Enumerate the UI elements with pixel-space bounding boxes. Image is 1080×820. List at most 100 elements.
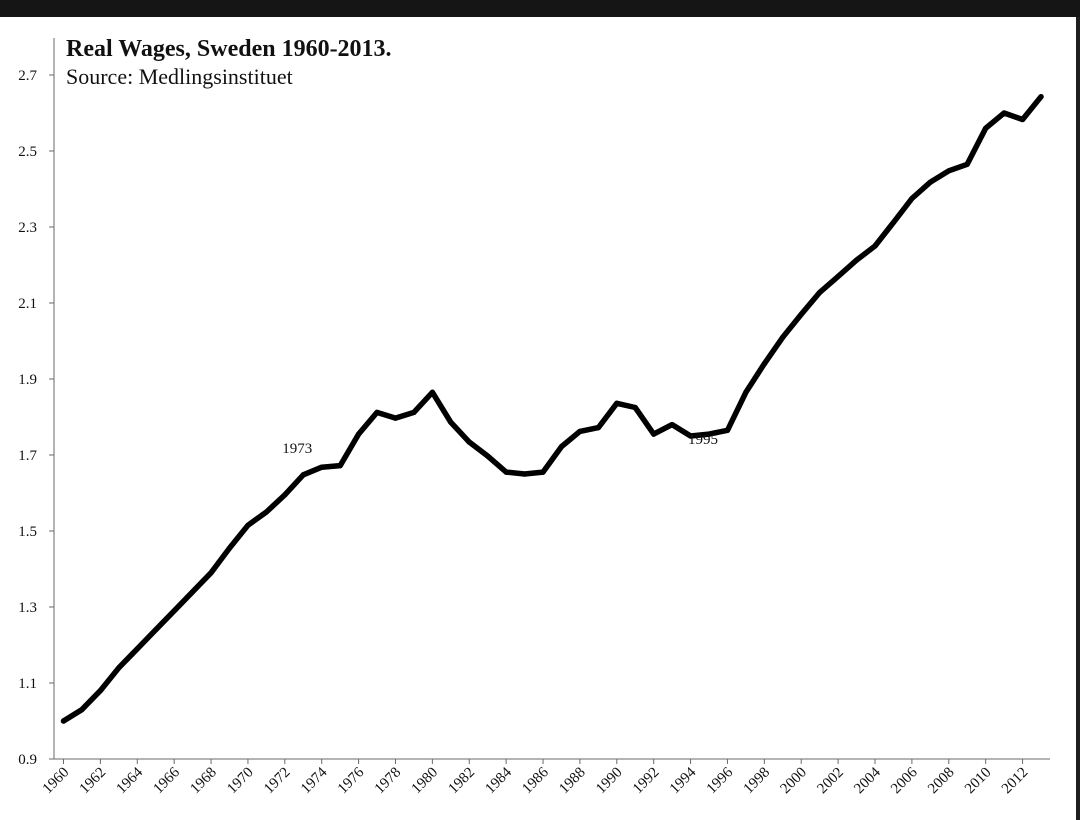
data-point xyxy=(872,243,878,249)
title-block: Real Wages, Sweden 1960-2013. Source: Me… xyxy=(66,36,392,89)
x-tick-label: 1988 xyxy=(556,765,589,798)
x-tick-label: 1974 xyxy=(298,764,331,797)
data-point xyxy=(706,431,712,437)
data-point xyxy=(854,257,860,263)
y-tick-label: 1.5 xyxy=(18,524,37,540)
data-point xyxy=(688,433,694,439)
data-point xyxy=(614,400,620,406)
annotations: 1973 1995 xyxy=(282,432,718,457)
data-point xyxy=(226,545,233,551)
data-point xyxy=(632,404,638,411)
data-point xyxy=(761,361,767,367)
data-point xyxy=(356,431,362,437)
data-point xyxy=(392,415,399,421)
window-top-bar xyxy=(0,0,1080,17)
x-tick-label: 1976 xyxy=(335,764,368,797)
chart-subtitle: Source: Medlingsinstituet xyxy=(66,63,293,89)
y-tick-label: 2.5 xyxy=(18,144,37,160)
data-point xyxy=(927,179,933,185)
data-point xyxy=(60,718,67,724)
real-wages-series-line xyxy=(60,93,1044,724)
x-tick-label: 1990 xyxy=(593,765,626,798)
window-right-border xyxy=(1076,17,1080,820)
y-axis-ticks: 0.9 1.1 1.3 1.5 1.7 1.9 2.1 2.3 2.5 2.7 xyxy=(18,68,54,768)
data-point xyxy=(134,646,140,652)
data-point xyxy=(817,289,823,295)
data-point xyxy=(153,627,159,633)
data-point xyxy=(429,389,435,395)
data-point xyxy=(983,125,989,131)
data-point xyxy=(946,168,952,174)
data-point xyxy=(651,431,657,437)
y-tick-label: 2.3 xyxy=(18,220,37,236)
x-tick-label: 1960 xyxy=(40,765,73,798)
y-tick-label: 2.7 xyxy=(18,68,37,84)
data-point xyxy=(909,195,915,202)
x-tick-label: 2002 xyxy=(814,765,847,798)
data-point xyxy=(282,492,288,498)
data-point xyxy=(208,570,214,576)
data-point xyxy=(374,409,380,415)
data-point xyxy=(577,428,583,434)
data-point xyxy=(780,334,786,340)
data-point xyxy=(337,463,343,469)
y-tick-label: 1.1 xyxy=(18,676,37,692)
data-point xyxy=(595,425,602,431)
data-point xyxy=(1038,94,1044,100)
data-point xyxy=(669,422,675,428)
x-tick-label: 1998 xyxy=(741,765,774,798)
x-tick-label: 1978 xyxy=(372,765,405,798)
x-tick-label: 1970 xyxy=(224,765,257,798)
data-point xyxy=(540,469,546,475)
annotation-1973: 1973 xyxy=(282,441,312,457)
x-tick-label: 1962 xyxy=(77,765,110,798)
data-point xyxy=(743,389,749,395)
data-point xyxy=(116,665,122,671)
data-point xyxy=(300,472,306,478)
data-point xyxy=(724,427,731,433)
x-tick-label: 1992 xyxy=(630,765,663,798)
data-point xyxy=(798,311,804,317)
x-axis-ticks: 1960 1962 1964 1966 1968 1970 1972 1974 1976 1978… xyxy=(40,759,1032,798)
data-point xyxy=(263,509,269,515)
data-point xyxy=(319,464,325,470)
data-point xyxy=(79,707,85,713)
y-tick-label: 1.9 xyxy=(18,372,37,388)
data-point xyxy=(466,439,472,445)
data-point xyxy=(835,273,841,279)
data-point xyxy=(558,444,565,450)
x-tick-label: 1996 xyxy=(704,764,737,797)
x-tick-label: 1982 xyxy=(446,765,479,798)
data-point xyxy=(245,522,251,528)
x-tick-label: 2012 xyxy=(999,765,1032,798)
data-point xyxy=(485,453,491,459)
x-tick-label: 2008 xyxy=(925,765,958,798)
data-point xyxy=(448,419,454,425)
x-tick-label: 1980 xyxy=(409,765,442,798)
data-point xyxy=(190,589,196,595)
data-point xyxy=(522,471,528,477)
data-point xyxy=(890,219,897,225)
data-points xyxy=(60,94,1044,724)
data-point xyxy=(1001,110,1007,116)
data-point xyxy=(411,409,417,415)
x-tick-label: 1986 xyxy=(519,764,552,797)
y-tick-label: 0.9 xyxy=(18,752,37,768)
annotation-1995: 1995 xyxy=(688,432,718,448)
x-tick-label: 1972 xyxy=(261,765,294,798)
y-tick-label: 2.1 xyxy=(18,296,37,312)
data-point xyxy=(171,608,177,614)
x-tick-label: 1966 xyxy=(150,764,183,797)
x-tick-label: 2006 xyxy=(888,764,921,797)
data-point xyxy=(97,688,103,694)
chart-title: Real Wages, Sweden 1960-2013. xyxy=(66,36,392,62)
y-tick-label: 1.7 xyxy=(18,448,37,464)
x-tick-label: 1968 xyxy=(187,765,220,798)
x-tick-label: 1964 xyxy=(114,764,147,797)
x-tick-label: 2000 xyxy=(778,765,811,798)
y-tick-label: 1.3 xyxy=(18,600,37,616)
x-tick-label: 2004 xyxy=(851,764,884,797)
data-point xyxy=(1020,116,1026,123)
